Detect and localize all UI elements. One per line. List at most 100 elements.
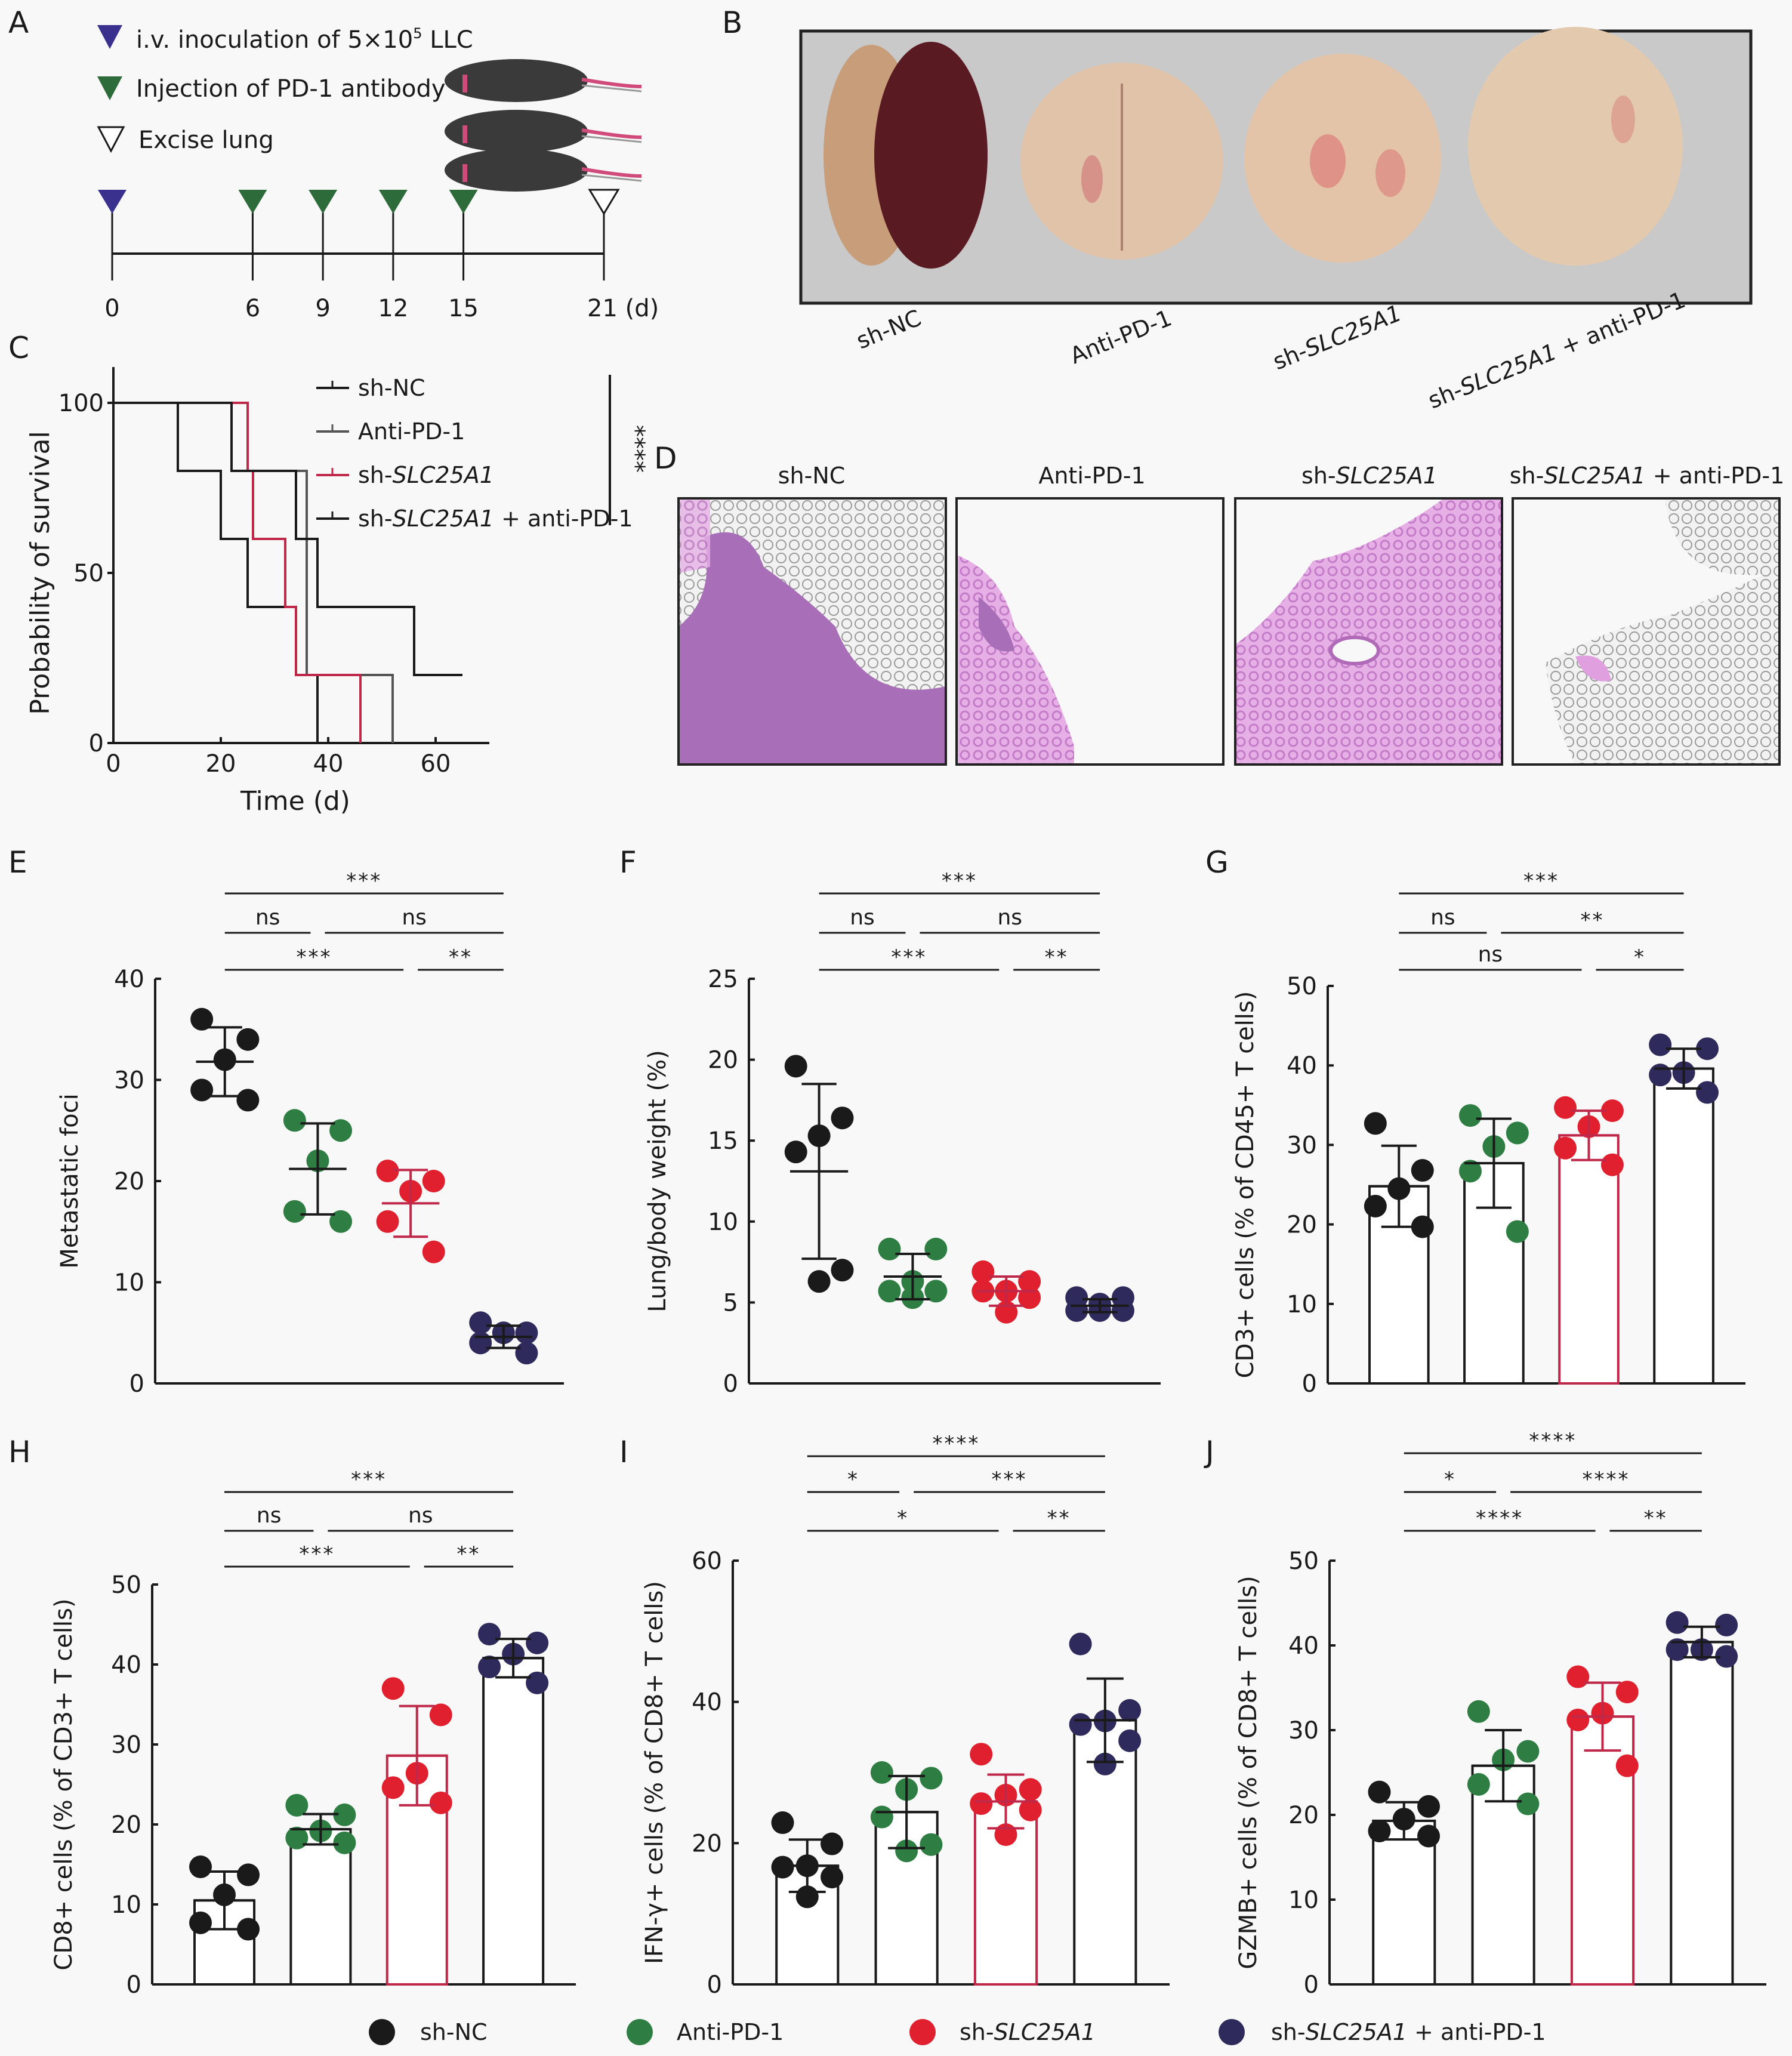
significance-label: ** — [1644, 1506, 1668, 1530]
data-point — [285, 1826, 309, 1850]
y-tick-label: 10 — [1287, 1291, 1317, 1318]
data-point — [924, 1280, 948, 1303]
data-point — [236, 1089, 260, 1112]
data-point — [381, 1677, 405, 1700]
bar-3 — [1670, 1641, 1734, 1986]
panel-letter-e: E — [8, 845, 27, 880]
legend-dot-anti-pd1 — [627, 2019, 653, 2045]
data-point — [422, 1240, 445, 1263]
legend-dot-sh-slc25a1 — [909, 2019, 936, 2045]
data-point — [1566, 1665, 1590, 1688]
data-point — [1665, 1611, 1689, 1634]
x-axis-label: Time (d) — [240, 786, 350, 816]
timeline-day-label: 6 — [245, 295, 260, 322]
data-point — [771, 1855, 794, 1879]
data-point — [381, 1776, 405, 1799]
data-point — [237, 1863, 260, 1887]
data-point — [1364, 1194, 1387, 1217]
significance-label: **** — [932, 1432, 980, 1456]
significance-label: **** — [1476, 1506, 1523, 1530]
y-tick-label: 20 — [1287, 1212, 1317, 1239]
y-tick-label: 30 — [111, 1731, 141, 1759]
significance-label: * — [847, 1468, 859, 1491]
y-tick-label: 50 — [1288, 1548, 1319, 1575]
legend-label-anti-pd1: Anti-PD-1 — [677, 2019, 784, 2045]
y-tick-label: 20 — [708, 1047, 738, 1074]
panel-letter-d: D — [654, 441, 677, 476]
histology-image-anti-pd1 — [955, 497, 1225, 766]
significance-label: ** — [1047, 1506, 1071, 1530]
data-point — [429, 1703, 452, 1727]
significance-label: *** — [992, 1468, 1028, 1491]
data-point — [1554, 1096, 1577, 1119]
photo-label-combo: sh-SLC25A1 + anti-PD-1 — [1424, 286, 1689, 414]
data-point — [1600, 1153, 1624, 1176]
data-point — [1458, 1104, 1482, 1127]
significance-label: ns — [850, 905, 875, 930]
x-tick-label: 60 — [421, 750, 451, 778]
x-tick-label: 40 — [313, 750, 344, 778]
data-point — [189, 1911, 212, 1934]
x-tick-label: 0 — [106, 750, 121, 778]
bar-2 — [1558, 1134, 1620, 1385]
y-axis-label: Probability of survival — [25, 431, 55, 714]
data-point — [1467, 1773, 1490, 1796]
y-tick-label: 20 — [111, 1811, 141, 1839]
y-axis-label: GZMB+ cells (% of CD8+ T cells) — [1235, 1576, 1262, 1969]
bar-3 — [1653, 1067, 1714, 1385]
data-point — [1458, 1160, 1482, 1183]
data-point — [1368, 1780, 1391, 1804]
panel-b-photo — [799, 27, 1753, 305]
panel-i-ifng-chart: 0 20 40 60 IFN-γ+ cells (% of CD8+ T cells) *… — [641, 1432, 1170, 1999]
panel-a-schema: i.v. inoculation of 5×105 LLC Injection … — [97, 25, 659, 322]
legend-label-combo: sh-SLC25A1 + anti-PD-1 — [1271, 2019, 1546, 2045]
significance-label: ns — [1430, 905, 1455, 930]
data-point — [1649, 1064, 1672, 1087]
y-tick-label: 0 — [1302, 1370, 1317, 1398]
panel-g-cd3-chart: 0 10 20 30 40 50 CD3+ cells (% of CD45+ T cell… — [1232, 869, 1745, 1398]
data-point — [515, 1342, 538, 1365]
timeline-day-label: 15 — [448, 295, 479, 322]
y-tick-label: 40 — [692, 1689, 722, 1716]
data-point — [189, 1855, 212, 1879]
y-tick-label: 0 — [707, 1971, 722, 1999]
data-point — [1018, 1270, 1041, 1293]
histology-title-combo: sh-SLC25A1 + anti-PD-1 — [1510, 463, 1785, 489]
data-point — [878, 1237, 901, 1260]
survival-legend-label-3: sh-SLC25A1 + anti-PD-1 — [358, 505, 633, 532]
antibody-triangle-icon — [378, 190, 408, 214]
photo-label-sh-nc: sh-NC — [853, 304, 925, 354]
data-point — [1417, 1795, 1441, 1818]
data-point — [878, 1280, 901, 1303]
y-tick-label: 100 — [58, 390, 104, 417]
panel-letter-g: G — [1205, 845, 1229, 880]
y-tick-label: 60 — [692, 1548, 722, 1575]
panel-letter-a: A — [8, 5, 29, 40]
data-point — [190, 1007, 214, 1031]
bar-1 — [289, 1828, 352, 1986]
data-point — [1118, 1729, 1142, 1752]
data-point — [329, 1210, 353, 1233]
mice-icon — [445, 59, 642, 192]
legend-item-sh-slc25a1: sh-SLC25A1 — [909, 2019, 1096, 2045]
data-point — [970, 1743, 993, 1766]
data-point — [1069, 1632, 1092, 1656]
histology-title-anti-pd1: Anti-PD-1 — [1038, 463, 1145, 489]
excise-triangle-icon — [588, 189, 620, 215]
data-point — [376, 1160, 399, 1183]
data-point — [429, 1791, 452, 1814]
histology-title-sh-slc25a1: sh-SLC25A1 — [1301, 463, 1438, 489]
data-point — [771, 1811, 794, 1835]
data-point — [920, 1833, 943, 1856]
significance-label: *** — [346, 869, 382, 893]
data-point — [469, 1311, 492, 1334]
data-point — [1696, 1081, 1719, 1104]
data-point — [283, 1200, 306, 1223]
y-axis-label: IFN-γ+ cells (% of CD8+ T cells) — [641, 1581, 668, 1964]
lung-sh-slc25a1 — [1244, 54, 1441, 263]
significance-label: *** — [299, 1542, 335, 1566]
significance-label: * — [1634, 945, 1646, 969]
data-point — [285, 1793, 309, 1817]
data-point — [376, 1210, 399, 1233]
